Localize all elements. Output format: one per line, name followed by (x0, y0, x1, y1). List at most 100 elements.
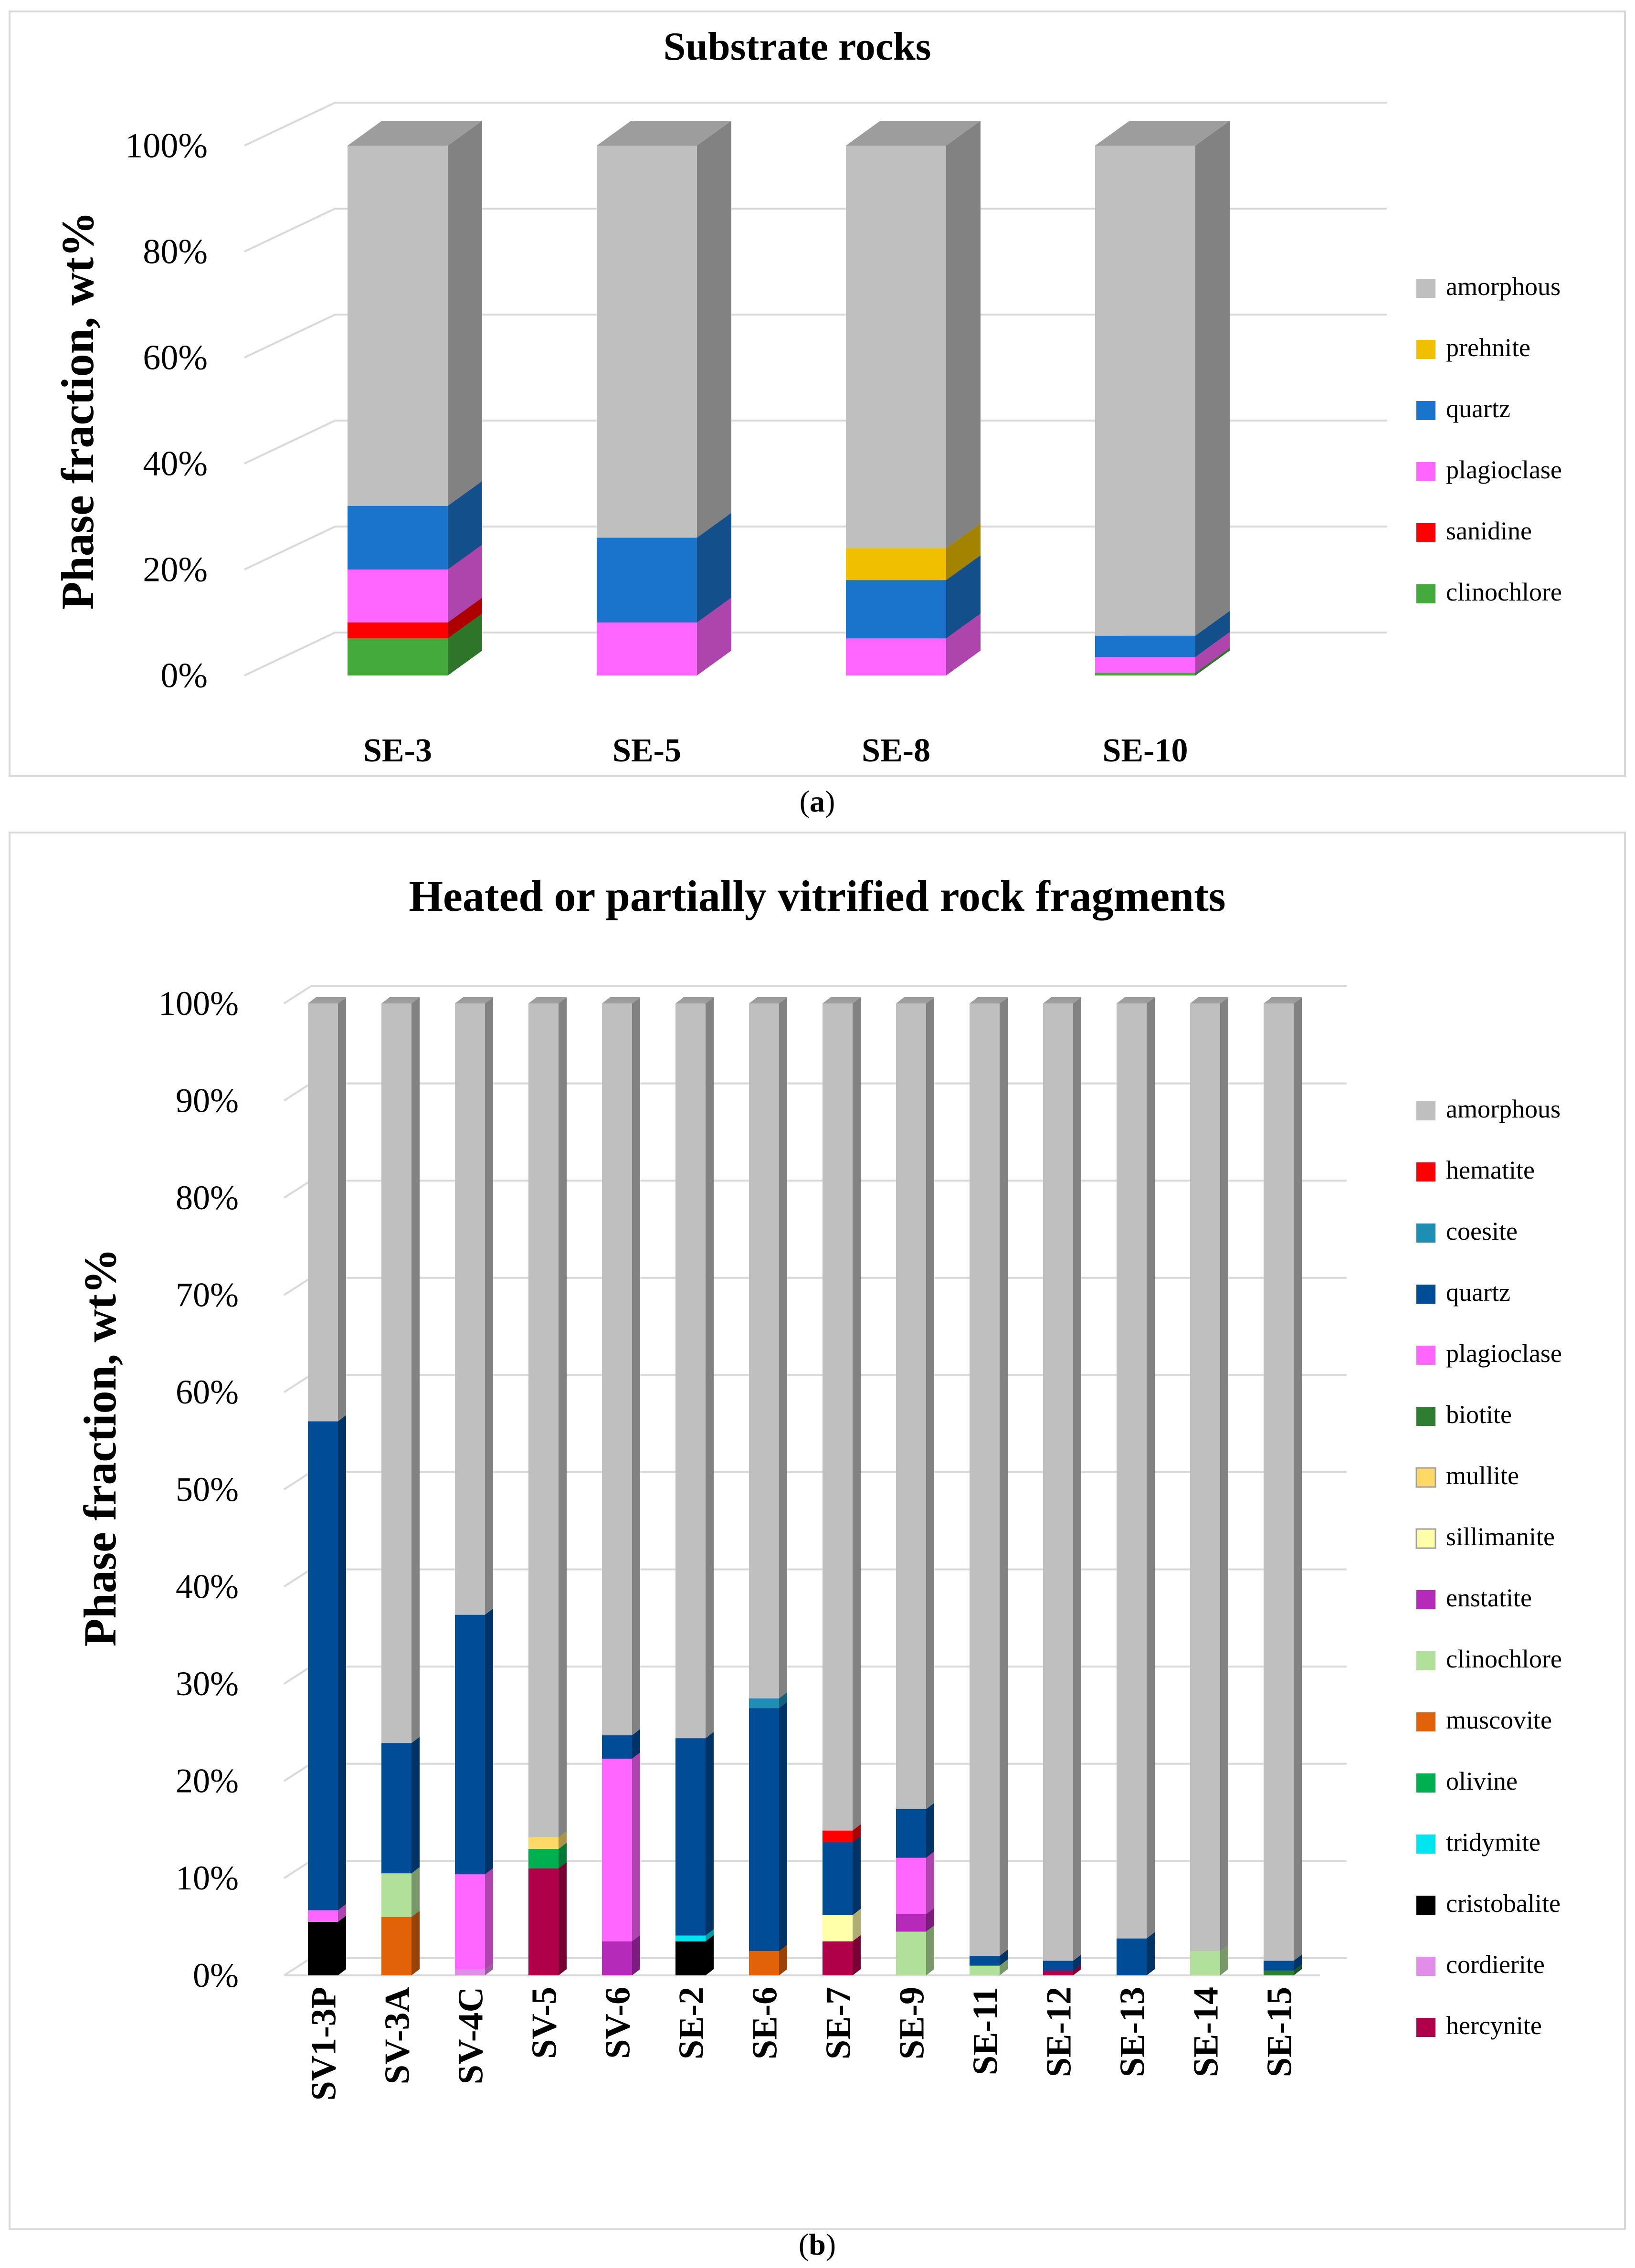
svg-text:hercynite: hercynite (1446, 2011, 1542, 2040)
b-bar-se-13-quartz (1117, 1932, 1155, 1975)
b-y-tick-label-6: 60% (176, 1373, 239, 1411)
b-y-tick-label-4: 40% (176, 1567, 239, 1605)
chart-b-bars (308, 997, 1302, 1975)
b-legend-item-hematite: hematite (1416, 1156, 1535, 1184)
a-legend-item-sanidine: sanidine (1416, 517, 1532, 545)
b-y-tick-label-2: 20% (176, 1762, 239, 1800)
b-bar-se-7-amorphous (823, 997, 861, 1831)
b-bar-se-15-amorphous (1264, 997, 1302, 1961)
a-bar-se-8-amorphous (846, 121, 981, 549)
b-grid-diag-3 (283, 1666, 312, 1685)
a-x-label-se-5: SE-5 (612, 732, 681, 769)
svg-text:cristobalite: cristobalite (1446, 1889, 1561, 1918)
b-y-tick-label-3: 30% (176, 1665, 239, 1703)
b-bar-sv-3a-quartz (381, 1737, 420, 1874)
b-bar-se-9-plagioclase (896, 1851, 934, 1914)
b-legend-item-biotite: biotite (1416, 1400, 1512, 1429)
a-y-tick-label-2: 40% (143, 444, 208, 483)
a-grid-diag-4 (244, 208, 336, 253)
b-bar-se-11-amorphous (970, 997, 1008, 1956)
chart-a-x-labels: SE-3 SE-5 SE-8 SE-10 (363, 732, 1188, 769)
b-x-label-sv-3a: SV-3A (378, 1987, 417, 2084)
a-grid-diag-3 (244, 314, 336, 359)
a-grid-diag-0 (244, 632, 336, 676)
b-x-label-se-7: SE-7 (819, 1987, 858, 2059)
a-y-tick-label-5: 100% (125, 126, 208, 165)
svg-text:prehnite: prehnite (1446, 333, 1530, 362)
b-y-tick-label-8: 80% (176, 1179, 239, 1217)
b-y-tick-label-7: 70% (176, 1276, 239, 1314)
b-bar-se-9-clinochlore (896, 1925, 934, 1975)
chart-panel-a (9, 11, 1626, 777)
b-legend-item-coesite: coesite (1416, 1217, 1518, 1245)
chart-a-legend: amorphous prehnite quartz plagioclase sanidi… (1416, 272, 1562, 606)
b-legend-item-sillimanite: sillimanite (1415, 1522, 1555, 1551)
caption-b: (b) (798, 2227, 836, 2261)
b-bar-sv-3a-amorphous (381, 997, 420, 1743)
chart-b-title: Heated or partially vitrified rock fragm… (409, 872, 1225, 920)
b-bar-sv-4c-quartz (455, 1608, 493, 1875)
a-x-label-se-8: SE-8 (862, 732, 930, 769)
b-bar-se-6-quartz (749, 1702, 787, 1952)
b-bar-sv-3a-clinochlore (381, 1867, 420, 1917)
b-grid-diag-8 (283, 1180, 312, 1199)
chart-b-legend: amorphous hematite coesite quartz plagioclas… (1415, 1095, 1562, 2040)
b-bar-sv-6-amorphous (602, 997, 640, 1736)
svg-text:olivine: olivine (1446, 1767, 1518, 1795)
a-legend-item-clinochlore: clinochlore (1416, 578, 1562, 606)
b-x-label-se-6: SE-6 (745, 1987, 784, 2059)
chart-b-gridlines (283, 985, 1347, 1976)
a-legend-item-quartz: quartz (1416, 394, 1510, 423)
chart-b-svg: Heated or partially vitrified rock fragm… (74, 872, 1562, 2100)
svg-text:biotite: biotite (1446, 1400, 1512, 1429)
b-bar-sv1-3p-amorphous (308, 997, 346, 1422)
b-bar-se-2-amorphous (675, 997, 714, 1739)
b-grid-diag-2 (283, 1763, 312, 1782)
b-bar-se-9-quartz (896, 1803, 934, 1858)
a-x-label-se-3: SE-3 (363, 732, 432, 769)
a-legend-item-prehnite: prehnite (1416, 333, 1530, 362)
svg-text:coesite: coesite (1446, 1217, 1518, 1245)
svg-text:amorphous: amorphous (1446, 272, 1561, 301)
b-grid-diag-1 (283, 1860, 312, 1879)
svg-text:cordierite: cordierite (1446, 1950, 1545, 1979)
b-grid-diag-5 (283, 1471, 312, 1490)
svg-text:clinochlore: clinochlore (1446, 1645, 1562, 1673)
b-x-label-sv-4c: SV-4C (451, 1987, 490, 2084)
b-x-label-se-2: SE-2 (672, 1987, 711, 2059)
b-bar-se-12-amorphous (1043, 997, 1081, 1961)
chart-a-y-ticks: 0% 20% 40% 60% 80% 100% (125, 126, 208, 695)
chart-a-svg: Substrate rocks Phase fraction, wt% 0% 20… (52, 24, 1562, 769)
b-bar-sv-6-enstatite (602, 1935, 640, 1975)
svg-text:quartz: quartz (1446, 1278, 1510, 1307)
a-y-tick-label-4: 80% (143, 232, 208, 271)
b-bar-se-14-amorphous (1190, 997, 1228, 1952)
b-legend-item-cordierite: cordierite (1416, 1950, 1545, 1979)
b-y-tick-label-1: 10% (176, 1859, 239, 1897)
b-legend-item-clinochlore: clinochlore (1416, 1645, 1562, 1673)
b-x-label-se-11: SE-11 (966, 1987, 1005, 2075)
b-y-tick-label-9: 90% (176, 1081, 239, 1119)
svg-text:sillimanite: sillimanite (1446, 1522, 1555, 1551)
a-y-tick-label-3: 60% (143, 338, 208, 377)
b-grid-diag-7 (283, 1277, 312, 1296)
svg-text:hematite: hematite (1446, 1156, 1535, 1184)
a-grid-diag-2 (244, 420, 336, 464)
chart-panel-b (9, 832, 1626, 2230)
svg-text:plagioclase: plagioclase (1446, 455, 1562, 484)
b-bar-se-9-amorphous (896, 997, 934, 1809)
b-legend-item-muscovite: muscovite (1416, 1706, 1552, 1734)
b-x-label-sv-5: SV-5 (525, 1987, 564, 2059)
a-legend-item-amorphous: amorphous (1416, 272, 1561, 301)
b-x-label-se-12: SE-12 (1039, 1987, 1078, 2077)
b-x-label-sv1-3p: SV1-3P (304, 1987, 343, 2100)
svg-text:quartz: quartz (1446, 394, 1510, 423)
b-legend-item-mullite: mullite (1415, 1461, 1519, 1490)
b-bar-se-13-amorphous (1117, 997, 1155, 1939)
b-grid-diag-4 (283, 1568, 312, 1588)
b-bar-sv-5-amorphous (528, 997, 567, 1837)
b-legend-item-tridymite: tridymite (1416, 1828, 1540, 1857)
a-y-tick-label-1: 20% (143, 550, 208, 589)
b-grid-diag-6 (283, 1374, 312, 1393)
b-bar-sv-6-plagioclase (602, 1752, 640, 1941)
